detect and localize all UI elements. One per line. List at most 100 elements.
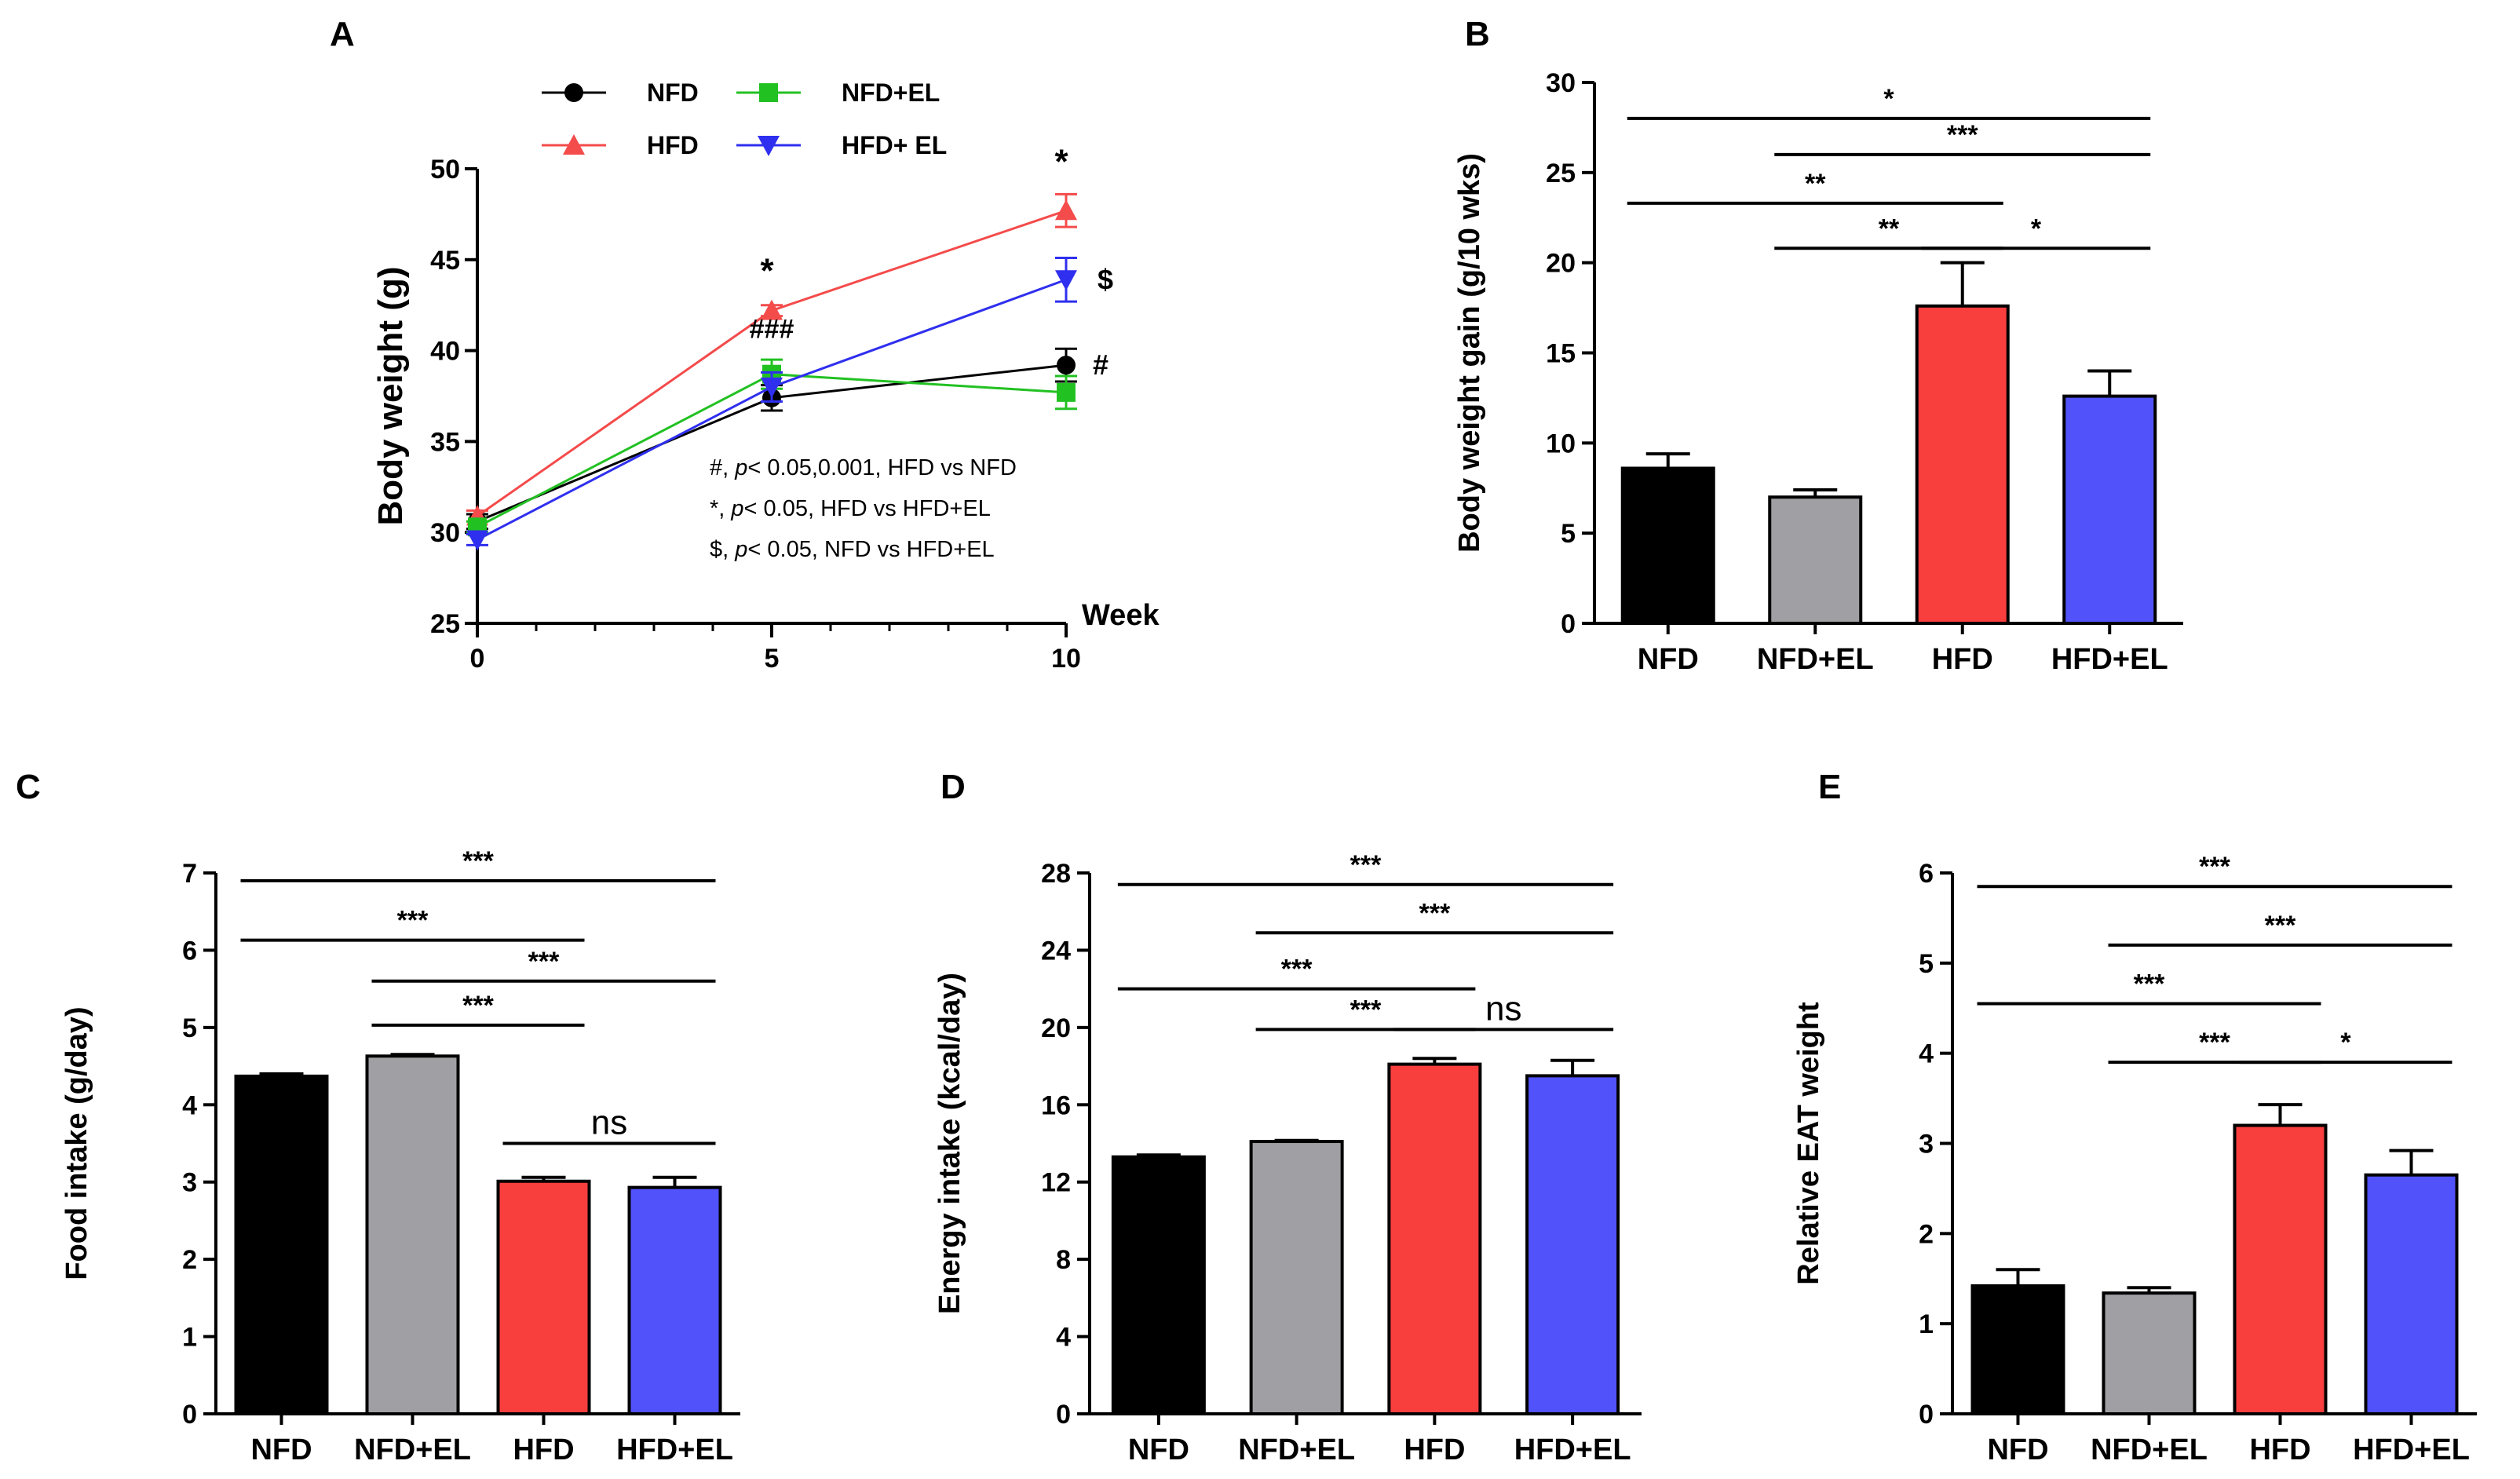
y-tick-label: 45 — [430, 246, 460, 276]
stat-note: *, p< 0.05, HFD vs HFD+EL — [710, 496, 991, 521]
significance-label: ** — [1805, 169, 1826, 199]
category-label: NFD — [1638, 643, 1699, 676]
category-label: NFD+EL — [2091, 1433, 2208, 1466]
data-point — [1055, 199, 1077, 221]
data-point — [1057, 382, 1076, 402]
significance-label: ns — [591, 1104, 627, 1142]
significance-label: *** — [2265, 911, 2296, 940]
y-tick-label: 30 — [1546, 68, 1576, 98]
legend-label: HFD+ EL — [842, 131, 947, 159]
category-label: NFD — [250, 1433, 312, 1466]
bar-hfd-el — [627, 1185, 722, 1415]
bar-nfd — [1620, 466, 1715, 626]
note-p: p — [730, 496, 743, 521]
data-point — [761, 299, 783, 320]
bar-nfd-el — [2102, 1291, 2197, 1415]
y-tick-label: 0 — [1561, 609, 1576, 639]
data-point — [466, 530, 488, 551]
panel-letter: E — [1818, 768, 1841, 806]
y-tick-label: 5 — [1561, 519, 1576, 549]
significance-label: * — [1883, 84, 1894, 114]
bar-hfd-el — [2062, 394, 2157, 625]
significance-label: ns — [1485, 989, 1521, 1028]
note-text: < 0.05,0.001, HFD vs NFD — [747, 455, 1017, 480]
y-tick-label: 40 — [430, 337, 460, 367]
significance-label: *** — [1419, 898, 1451, 928]
significance-label: * — [2340, 1028, 2351, 1057]
bar-nfd — [234, 1074, 329, 1416]
note-p: p — [734, 455, 747, 480]
y-tick-label: 6 — [182, 936, 197, 966]
x-tick-label: 10 — [1051, 644, 1081, 674]
legend-entry: NFD — [542, 79, 699, 107]
panel-letter: C — [16, 768, 41, 806]
y-tick-label: 15 — [1546, 339, 1576, 369]
y-tick-label: 5 — [1919, 949, 1934, 979]
significance-annotation: * — [1054, 142, 1068, 181]
y-tick-label: 4 — [182, 1090, 197, 1120]
note-symbol: #, — [710, 455, 735, 480]
bar-hfd — [1915, 304, 2010, 625]
legend-label: NFD — [647, 79, 699, 107]
significance-label: *** — [462, 846, 494, 876]
legend-label: NFD+EL — [842, 79, 940, 107]
category-label: NFD+EL — [354, 1433, 471, 1466]
significance-annotation: ### — [750, 315, 794, 345]
category-label: HFD — [2249, 1433, 2310, 1466]
note-symbol: *, — [710, 496, 731, 521]
y-tick-label: 7 — [182, 859, 197, 889]
stat-note: $, p< 0.05, NFD vs HFD+EL — [710, 537, 995, 562]
y-tick-label: 1 — [182, 1323, 197, 1353]
bar-hfd — [2233, 1123, 2328, 1415]
significance-label: ** — [1879, 214, 1900, 243]
significance-label: *** — [2199, 1028, 2230, 1057]
panel-letter: A — [330, 15, 355, 53]
y-axis-label: Body weight (g) — [371, 267, 410, 526]
y-tick-label: 12 — [1041, 1168, 1071, 1198]
y-tick-label: 25 — [1546, 159, 1576, 188]
significance-label: *** — [1947, 120, 1978, 150]
category-label: HFD+EL — [2353, 1433, 2470, 1466]
x-tick-label: 0 — [470, 644, 485, 674]
significance-annotation: # — [1093, 349, 1108, 381]
bar-nfd — [1970, 1284, 2065, 1415]
significance-label: *** — [528, 947, 560, 977]
y-tick-label: 20 — [1041, 1013, 1071, 1043]
note-text: < 0.05, HFD vs HFD+EL — [744, 496, 991, 521]
y-tick-label: 24 — [1041, 936, 1071, 966]
significance-label: *** — [2134, 970, 2165, 999]
y-tick-label: 0 — [1056, 1400, 1071, 1430]
legend-marker — [759, 83, 778, 102]
legend-entry: HFD — [542, 131, 699, 159]
category-label: HFD — [513, 1433, 574, 1466]
significance-label: *** — [1281, 955, 1313, 984]
significance-label: *** — [462, 991, 494, 1021]
panel-letter: D — [940, 768, 966, 806]
significance-annotation: * — [760, 252, 774, 290]
category-label: NFD — [1987, 1433, 2048, 1466]
panel-letter: B — [1465, 15, 1490, 53]
y-axis-label: Food intake (g/day) — [60, 1006, 93, 1280]
y-tick-label: 20 — [1546, 249, 1576, 279]
significance-label: *** — [397, 906, 429, 936]
bar-hfd — [1387, 1062, 1482, 1415]
note-text: < 0.05, NFD vs HFD+EL — [747, 537, 994, 562]
bar-hfd-el — [1525, 1074, 1620, 1415]
panel-c: C 0 1 2 3 4 5 6 7 Food intake (g/day) NFD NFD+EL HFD… — [16, 768, 740, 1466]
x-axis-label: Week — [1082, 599, 1160, 632]
note-p: p — [734, 537, 747, 562]
y-tick-label: 4 — [1919, 1039, 1934, 1069]
legend-label: HFD — [647, 131, 699, 159]
y-axis-label: Energy intake (kcal/day) — [933, 973, 966, 1314]
y-tick-label: 3 — [182, 1168, 197, 1198]
data-point — [761, 377, 783, 398]
bar-nfd-el — [365, 1054, 460, 1416]
y-tick-label: 1 — [1919, 1309, 1934, 1339]
series-hfd-el — [466, 256, 1077, 551]
y-tick-label: 50 — [430, 155, 460, 184]
y-tick-label: 30 — [430, 518, 460, 548]
y-tick-label: 28 — [1041, 859, 1071, 889]
legend-marker — [758, 136, 780, 156]
